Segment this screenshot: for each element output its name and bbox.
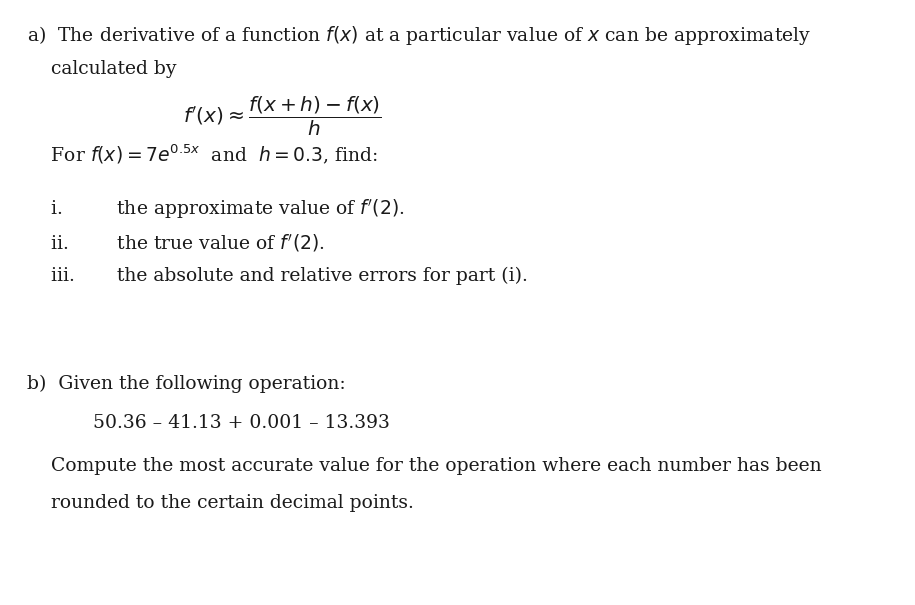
Text: i.         the approximate value of $f^{\prime}(2)$.: i. the approximate value of $f^{\prime}(… [27, 197, 405, 221]
Text: b)  Given the following operation:: b) Given the following operation: [27, 375, 346, 393]
Text: For $f(x) = 7e^{0.5x}$  and  $h = 0.3$, find:: For $f(x) = 7e^{0.5x}$ and $h = 0.3$, fi… [27, 142, 379, 166]
Text: 50.36 – 41.13 + 0.001 – 13.393: 50.36 – 41.13 + 0.001 – 13.393 [27, 414, 391, 433]
Text: calculated by: calculated by [27, 60, 177, 79]
Text: Compute the most accurate value for the operation where each number has been: Compute the most accurate value for the … [27, 457, 822, 475]
Text: ii.        the true value of $f^{\prime}(2)$.: ii. the true value of $f^{\prime}(2)$. [27, 232, 325, 253]
Text: iii.       the absolute and relative errors for part (i).: iii. the absolute and relative errors fo… [27, 267, 528, 285]
Text: a)  The derivative of a function $f(x)$ at a particular value of $x$ can be appr: a) The derivative of a function $f(x)$ a… [27, 24, 812, 47]
Text: rounded to the certain decimal points.: rounded to the certain decimal points. [27, 494, 414, 512]
Text: $f^{\prime}(x) \approx \dfrac{f(x+h)-f(x)}{h}$: $f^{\prime}(x) \approx \dfrac{f(x+h)-f(x… [183, 95, 382, 139]
